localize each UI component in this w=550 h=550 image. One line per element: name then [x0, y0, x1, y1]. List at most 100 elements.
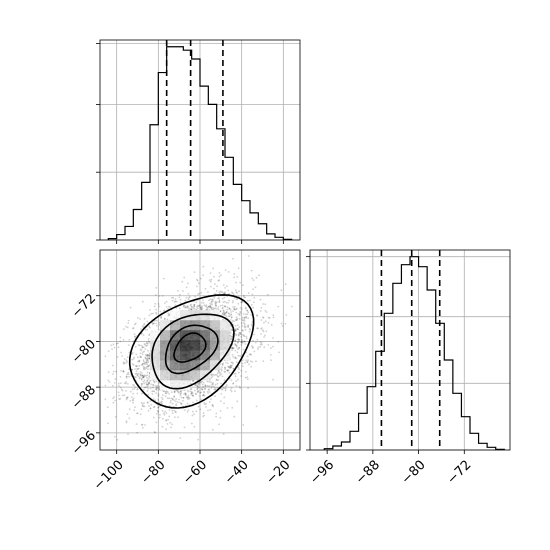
density-cell — [220, 320, 231, 331]
scatter-point — [112, 370, 115, 373]
scatter-point — [128, 375, 130, 378]
scatter-point — [186, 305, 189, 307]
scatter-point — [164, 317, 166, 320]
scatter-point — [248, 330, 251, 333]
scatter-point — [157, 395, 160, 397]
scatter-point — [140, 401, 143, 404]
scatter-point — [240, 322, 243, 325]
scatter-point — [244, 307, 247, 310]
density-cell — [190, 330, 201, 341]
scatter-point — [228, 299, 230, 302]
scatter-point — [165, 306, 168, 308]
density-cell — [180, 350, 191, 361]
scatter-point — [146, 328, 149, 331]
scatter-point — [86, 408, 88, 410]
scatter-point — [238, 347, 240, 349]
scatter-point — [226, 308, 229, 311]
scatter-point — [250, 345, 253, 348]
scatter-point — [258, 274, 260, 277]
density-cell — [200, 370, 211, 381]
scatter-point — [214, 383, 217, 386]
scatter-point — [260, 328, 262, 330]
scatter-point — [245, 313, 247, 316]
density-cell — [210, 330, 221, 341]
scatter-point — [234, 328, 237, 331]
scatter-point — [223, 379, 226, 381]
scatter-point — [115, 370, 117, 373]
scatter-point — [154, 431, 157, 434]
scatter-point — [216, 285, 219, 288]
scatter-point — [107, 350, 110, 352]
scatter-point — [244, 323, 246, 326]
scatter-point — [123, 361, 125, 364]
scatter-point — [246, 309, 249, 312]
scatter-point — [251, 293, 254, 296]
joint-ytick-label: −96 — [69, 428, 99, 458]
scatter-point — [231, 346, 234, 349]
scatter-point — [225, 310, 228, 313]
scatter-point — [202, 299, 204, 302]
scatter-point — [168, 397, 171, 400]
scatter-point — [224, 269, 227, 271]
scatter-point — [204, 287, 207, 290]
scatter-point — [135, 353, 138, 356]
scatter-point — [146, 384, 149, 386]
scatter-point — [231, 406, 234, 409]
scatter-point — [210, 381, 212, 383]
scatter-point — [133, 388, 136, 390]
scatter-point — [147, 338, 150, 340]
scatter-point — [133, 409, 136, 412]
density-cell — [190, 370, 201, 381]
scatter-point — [253, 296, 256, 299]
scatter-point — [152, 384, 154, 386]
scatter-point — [231, 364, 234, 367]
scatter-point — [156, 409, 159, 412]
scatter-point — [185, 286, 188, 289]
scatter-point — [120, 370, 122, 372]
scatter-point — [141, 346, 144, 348]
scatter-point — [209, 298, 212, 301]
scatter-point — [232, 306, 235, 308]
scatter-point — [104, 398, 107, 401]
scatter-point — [147, 361, 150, 364]
scatter-point — [211, 300, 214, 303]
scatter-point — [136, 412, 139, 415]
scatter-point — [238, 314, 241, 317]
scatter-point — [262, 316, 264, 319]
scatter-point — [119, 340, 122, 343]
scatter-point — [131, 358, 134, 361]
scatter-point — [118, 385, 120, 387]
scatter-point — [204, 385, 207, 387]
scatter-point — [168, 314, 171, 316]
density-cell — [150, 360, 161, 371]
scatter-point — [193, 304, 196, 306]
scatter-point — [235, 357, 238, 360]
scatter-point — [196, 388, 199, 391]
scatter-point — [155, 387, 158, 390]
scatter-point — [222, 284, 225, 286]
scatter-point — [214, 389, 217, 391]
scatter-point — [238, 385, 241, 388]
scatter-point — [202, 415, 205, 418]
scatter-point — [145, 359, 148, 362]
scatter-point — [246, 378, 249, 381]
scatter-point — [225, 385, 227, 388]
top-hist-panel — [96, 40, 300, 244]
scatter-point — [240, 341, 243, 344]
scatter-point — [193, 271, 196, 273]
scatter-point — [267, 316, 270, 319]
scatter-point — [163, 413, 166, 416]
scatter-point — [212, 267, 215, 270]
scatter-point — [226, 407, 229, 409]
density-cell — [200, 360, 211, 371]
scatter-point — [213, 388, 216, 391]
scatter-point — [260, 333, 262, 335]
scatter-point — [229, 319, 232, 321]
scatter-point — [253, 350, 256, 353]
scatter-point — [202, 386, 205, 388]
scatter-point — [177, 416, 180, 419]
scatter-point — [247, 325, 249, 328]
scatter-point — [178, 398, 180, 401]
scatter-point — [145, 342, 148, 345]
density-cell — [160, 320, 171, 331]
